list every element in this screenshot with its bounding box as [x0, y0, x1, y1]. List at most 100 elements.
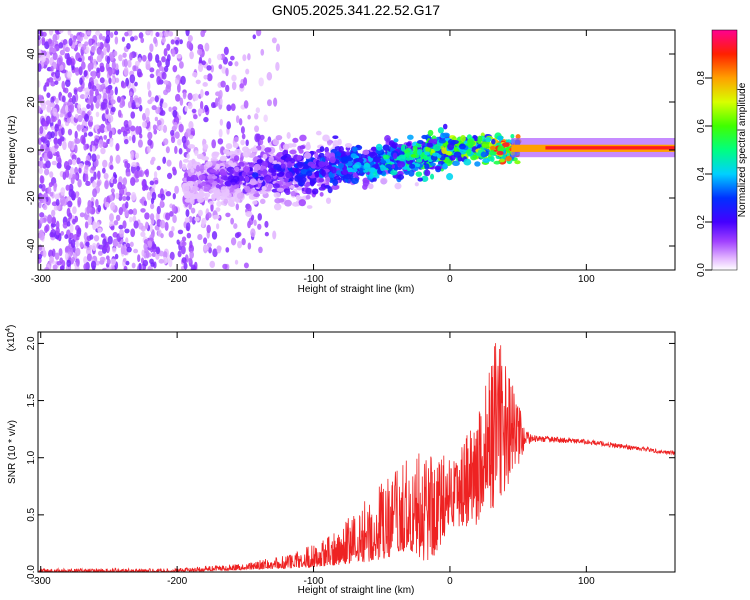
ridge-blob — [329, 152, 336, 158]
noise-speckle — [139, 104, 143, 112]
noise-speckle — [95, 260, 100, 266]
ridge-blob — [286, 132, 291, 139]
noise-speckle — [234, 259, 239, 265]
ridge-blob — [442, 163, 448, 170]
noise-speckle — [239, 83, 245, 89]
ridge-blob — [332, 140, 340, 147]
ridge-blob — [215, 163, 220, 170]
noise-speckle — [55, 226, 60, 236]
ridge-blob — [437, 127, 444, 134]
ridge-blob — [390, 164, 396, 169]
noise-speckle — [165, 191, 172, 197]
noise-speckle — [175, 39, 180, 45]
noise-speckle — [104, 180, 109, 190]
noise-speckle — [86, 103, 91, 109]
y-tick-label: 0.5 — [26, 507, 37, 521]
noise-speckle — [44, 225, 49, 233]
ridge-blob — [241, 172, 247, 177]
noise-speckle — [136, 165, 141, 172]
noise-speckle — [130, 130, 137, 137]
noise-speckle — [84, 173, 89, 183]
noise-speckle — [51, 160, 58, 166]
noise-speckle — [208, 57, 212, 65]
noise-speckle — [177, 250, 182, 258]
noise-speckle — [254, 133, 260, 143]
ridge-blob — [497, 135, 504, 141]
ridge-blob — [445, 150, 452, 156]
noise-speckle — [59, 265, 65, 270]
noise-speckle — [153, 171, 158, 179]
ridge-blob — [384, 135, 391, 143]
ridge-blob — [491, 138, 496, 145]
noise-speckle — [195, 79, 201, 85]
noise-speckle — [134, 81, 138, 87]
noise-speckle — [237, 240, 243, 249]
ridge-blob — [345, 151, 351, 156]
ridge-blob — [219, 157, 227, 162]
ridge-blob — [197, 179, 202, 184]
noise-speckle — [45, 160, 51, 169]
noise-speckle — [71, 154, 77, 161]
noise-speckle — [177, 138, 182, 146]
noise-speckle — [129, 125, 136, 132]
noise-speckle — [83, 143, 88, 151]
noise-speckle — [99, 256, 106, 262]
ridge-blob — [344, 143, 352, 148]
ridge-blob — [427, 129, 434, 137]
ridge-blob — [220, 175, 229, 180]
noise-speckle — [95, 89, 99, 97]
noise-speckle — [144, 212, 150, 220]
noise-speckle — [110, 225, 115, 231]
noise-speckle — [77, 196, 82, 206]
noise-speckle — [156, 165, 161, 171]
noise-speckle — [115, 143, 120, 152]
noise-speckle — [46, 104, 52, 113]
noise-speckle — [83, 94, 89, 99]
ridge-blob — [496, 150, 504, 156]
noise-speckle — [40, 136, 46, 143]
ridge-blob — [257, 170, 263, 175]
ridge-blob — [453, 151, 462, 158]
noise-speckle — [130, 176, 136, 186]
noise-speckle — [127, 101, 132, 109]
ridge-blob — [245, 187, 252, 193]
ridge-blob — [183, 185, 190, 192]
noise-speckle — [259, 138, 264, 146]
noise-speckle — [150, 197, 155, 205]
ridge-blob — [199, 182, 207, 187]
noise-speckle — [149, 180, 155, 186]
ridge-blob — [499, 158, 506, 163]
ridge-blob — [496, 142, 502, 147]
ridge-blob — [362, 149, 370, 155]
ridge-blob — [195, 170, 202, 175]
x-tick-label: 0 — [447, 274, 453, 285]
noise-speckle — [138, 222, 144, 230]
noise-speckle — [218, 64, 223, 70]
noise-speckle — [198, 56, 203, 64]
noise-speckle — [89, 88, 94, 96]
noise-speckle — [99, 123, 106, 134]
noise-speckle — [54, 124, 59, 132]
noise-speckle — [163, 138, 169, 146]
ridge-blob — [380, 164, 385, 172]
noise-speckle — [243, 100, 249, 109]
noise-speckle — [75, 258, 80, 267]
noise-speckle — [110, 99, 116, 105]
noise-speckle — [173, 121, 178, 130]
noise-speckle — [182, 91, 187, 100]
noise-speckle — [77, 86, 83, 93]
noise-speckle — [95, 198, 99, 208]
noise-speckle — [136, 68, 142, 78]
noise-speckle — [46, 78, 50, 87]
noise-speckle — [243, 77, 248, 86]
noise-speckle — [233, 136, 239, 143]
noise-speckle — [151, 156, 156, 162]
noise-speckle — [260, 48, 265, 56]
ridge-blob — [463, 158, 472, 166]
noise-speckle — [172, 214, 177, 224]
noise-speckle — [250, 214, 255, 221]
noise-speckle — [171, 166, 176, 172]
noise-speckle — [45, 115, 51, 125]
noise-speckle — [191, 72, 198, 78]
ridge-blob — [274, 197, 282, 204]
